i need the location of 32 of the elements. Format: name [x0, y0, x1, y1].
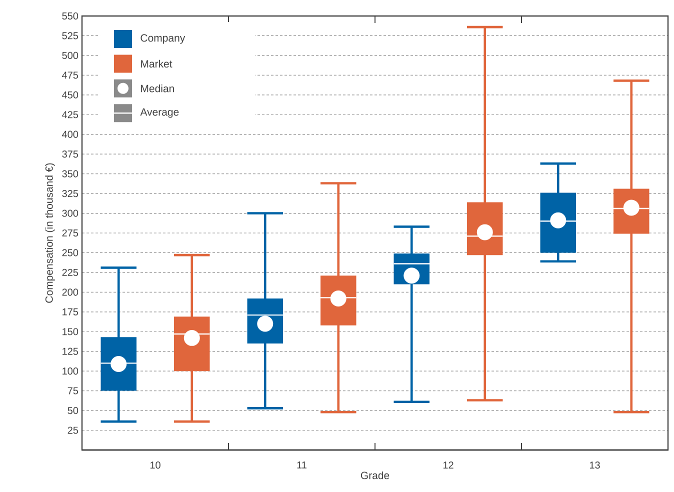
y-tick-label: 125 [62, 348, 78, 355]
annotation: Average [140, 108, 179, 118]
y-tick-label: 50 [68, 406, 78, 414]
y-tick-label: 525 [62, 32, 78, 40]
y-tick-label: 375 [62, 150, 78, 158]
x-tick-label: 10 [150, 462, 160, 469]
y-tick-label: 350 [62, 170, 78, 178]
y-tick-label: 325 [62, 190, 78, 198]
y-tick-label: 25 [68, 426, 78, 434]
y-tick-label: 175 [62, 308, 78, 316]
y-tick-label: 200 [62, 288, 78, 296]
legend-label: Company [140, 34, 186, 44]
y-tick-label: 425 [62, 111, 78, 118]
y-tick-label: 550 [62, 12, 78, 20]
y-tick-label: 275 [62, 229, 78, 237]
y-tick-label: 75 [68, 387, 78, 394]
y-tick-label: 300 [62, 210, 78, 217]
y-tick-label: 475 [62, 72, 78, 79]
x-tick-label: 13 [590, 462, 600, 469]
x-tick-label: 11 [297, 462, 306, 468]
x-axis-title: Grade [360, 471, 390, 480]
annotation: Median [141, 84, 174, 92]
y-tick-label: 150 [62, 328, 78, 336]
y-tick-label: 400 [62, 130, 78, 138]
y-axis-title: Compensation (in thousand €) [45, 163, 55, 303]
y-tick-label: 500 [62, 52, 78, 59]
y-tick-label: 225 [62, 268, 78, 276]
legend-label: Market [141, 60, 172, 68]
x-tick-label: 12 [443, 462, 454, 468]
y-tick-label: 100 [62, 368, 78, 375]
y-tick-label: 250 [62, 249, 78, 256]
y-tick-label: 450 [62, 91, 78, 98]
